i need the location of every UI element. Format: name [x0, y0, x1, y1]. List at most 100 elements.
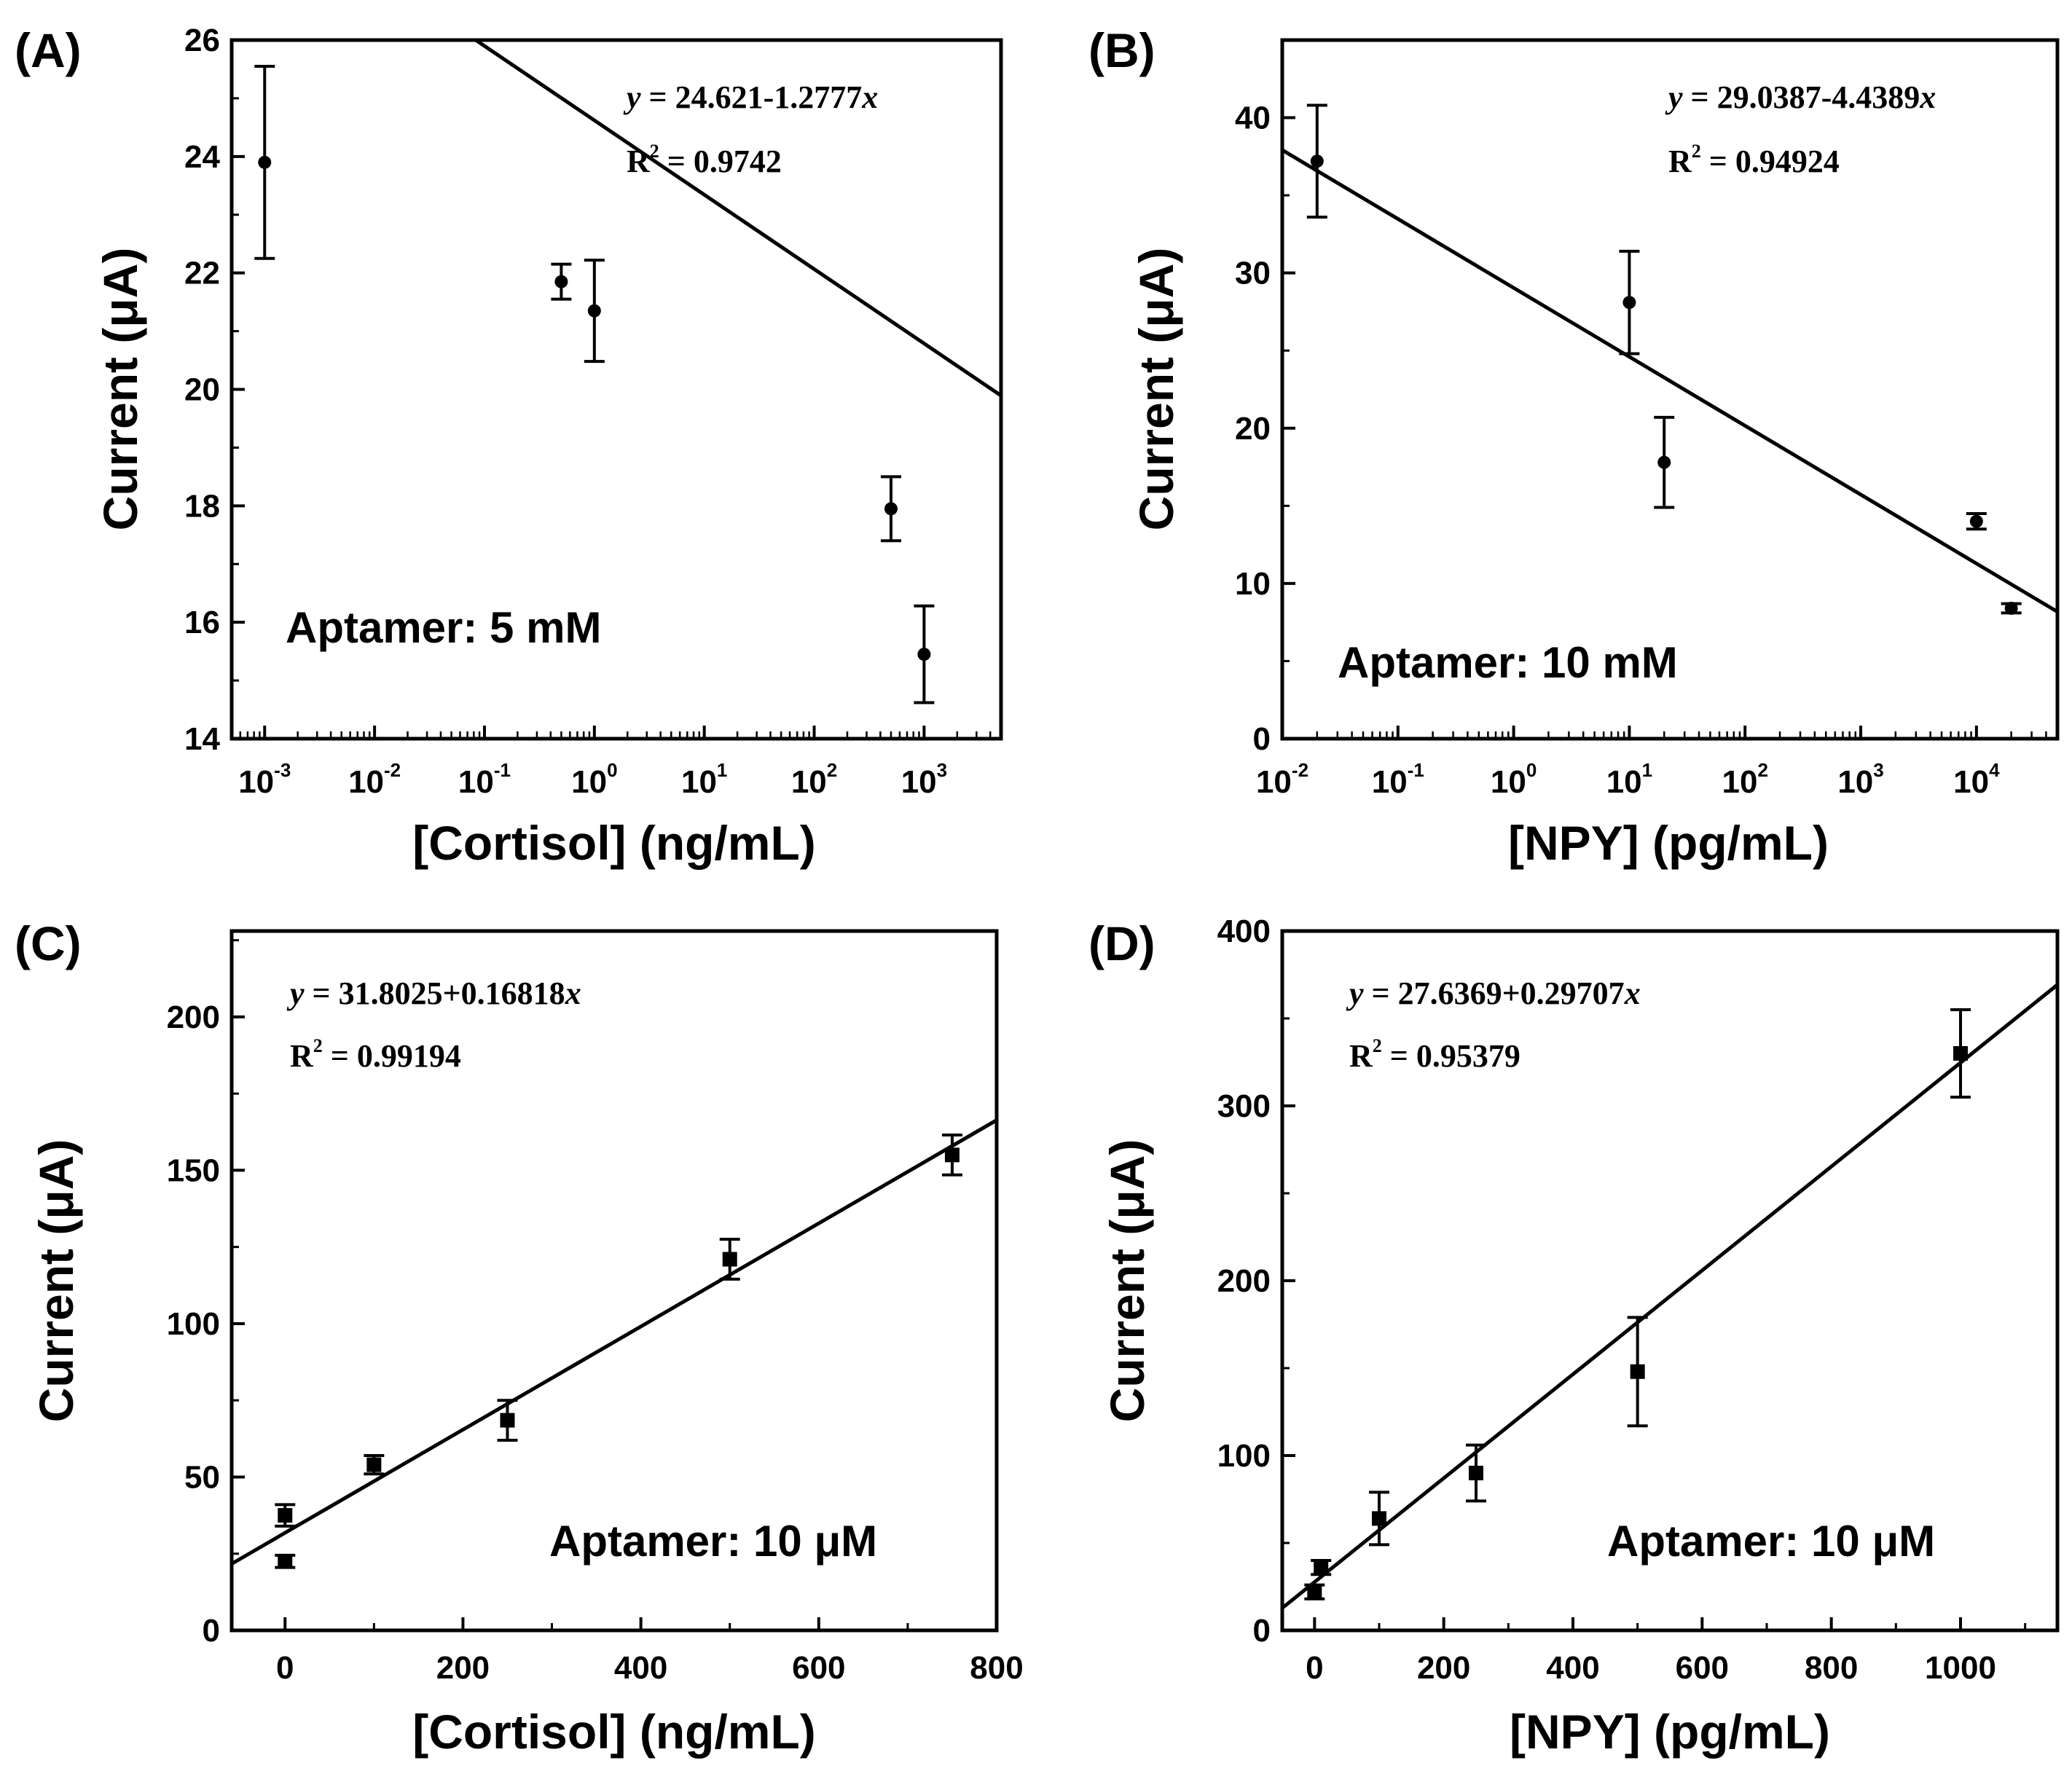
marker [587, 304, 601, 318]
fit-line [1282, 983, 2057, 1610]
y-axis-title: Current (μA) [1100, 1139, 1154, 1423]
r-squared: R2 = 0.95379 [1349, 1035, 1520, 1074]
y-tick-label: 200 [1217, 1263, 1271, 1299]
x-tick-label: 10-2 [348, 759, 401, 800]
marker [1372, 1511, 1386, 1526]
data-point [1619, 249, 1640, 356]
data-point [364, 1454, 385, 1476]
fit-equation: y = 24.621-1.2777x [623, 79, 878, 115]
data-point [2001, 601, 2022, 615]
fit-equation: y = 29.0387-4.4389x [1665, 79, 1936, 115]
y-tick-label: 0 [1253, 1613, 1271, 1649]
panel-label: (D) [1088, 916, 1155, 970]
marker [884, 502, 898, 516]
y-tick-label: 40 [1235, 101, 1271, 136]
x-axis-title: [Cortisol] (ng/mL) [412, 1705, 816, 1759]
x-tick-label: 10-2 [1256, 759, 1308, 800]
y-axis-title: Current (μA) [1129, 248, 1183, 531]
x-tick-label: 100 [571, 759, 617, 800]
panel-d: (D) 0 100 200 300 400 0 200 400 600 800 1000 y = 27.… [1088, 914, 2060, 1759]
y-tick-label: 100 [167, 1306, 220, 1342]
marker [278, 1508, 293, 1523]
x-tick-label: 101 [1606, 759, 1652, 800]
y-tick-label: 20 [184, 372, 220, 408]
y-tick-label: 22 [184, 256, 220, 291]
marker [1307, 1584, 1322, 1600]
y-tick-label: 10 [1235, 566, 1271, 602]
data-point [1306, 103, 1327, 219]
r-squared: R2 = 0.9742 [627, 141, 782, 179]
panel-label: (B) [1088, 23, 1155, 77]
data-point [1304, 1583, 1325, 1601]
marker [1314, 1560, 1329, 1575]
aptamer-annotation: Aptamer: 10 mM [1338, 638, 1678, 687]
marker [722, 1252, 737, 1267]
y-tick-label: 200 [167, 1000, 220, 1035]
marker [1469, 1466, 1483, 1480]
marker [1969, 514, 1983, 528]
x-tick-label: 200 [1417, 1650, 1470, 1686]
marker [554, 275, 568, 288]
y-tick-label: 150 [167, 1152, 220, 1188]
panel-c: (C) 0 50 100 150 200 0 200 400 600 800 y = 31.8025+… [15, 916, 1024, 1759]
plot-frame [1280, 38, 2060, 741]
data-point [1466, 1443, 1486, 1503]
x-tick-label: 102 [791, 759, 837, 800]
x-tick-label: 800 [1805, 1650, 1858, 1686]
marker [1657, 455, 1671, 469]
x-tick-label: 100 [1491, 759, 1537, 800]
plot-frame [229, 929, 999, 1633]
marker [1953, 1046, 1968, 1061]
fit-line [472, 40, 1001, 398]
x-tick-label: 0 [276, 1650, 294, 1686]
data-point [1966, 511, 1987, 531]
x-tick-label: 103 [901, 759, 947, 800]
data-point [914, 604, 935, 704]
data-point [584, 259, 605, 364]
y-tick-label: 14 [184, 721, 220, 757]
x-tick-label: 800 [970, 1650, 1023, 1686]
y-tick-label: 30 [1235, 256, 1271, 291]
data-point [497, 1399, 518, 1442]
data-point [941, 1134, 962, 1177]
data-point [254, 64, 275, 260]
aptamer-annotation: Aptamer: 5 mM [286, 603, 601, 652]
data-point [551, 262, 572, 301]
x-tick-label: 400 [1546, 1650, 1599, 1686]
y-tick-label: 0 [1253, 721, 1271, 757]
x-tick-label: 103 [1837, 759, 1883, 800]
x-axis-title: [NPY] (pg/mL) [1510, 1705, 1830, 1759]
y-tick-label: 50 [184, 1459, 220, 1495]
x-axis-title: [Cortisol] (ng/mL) [412, 816, 816, 870]
marker [366, 1457, 382, 1472]
x-tick-label: 1000 [1925, 1650, 1996, 1686]
y-axis-title: Current (μA) [93, 248, 147, 531]
fit-equation: y = 31.8025+0.16818x [286, 975, 581, 1011]
fit-line [1282, 148, 2057, 613]
fit-equation: y = 27.6369+0.29707x [1346, 975, 1641, 1011]
fit-line [232, 1118, 997, 1566]
panel-label: (A) [15, 23, 82, 77]
data-point [1654, 415, 1675, 509]
marker [917, 648, 931, 661]
x-tick-label: 600 [1676, 1650, 1729, 1686]
y-tick-label: 400 [1217, 914, 1271, 949]
x-tick-label: 200 [436, 1650, 490, 1686]
r-squared: R2 = 0.94924 [1668, 141, 1840, 179]
x-tick-label: 0 [1306, 1650, 1323, 1686]
x-tick-label: 102 [1722, 759, 1768, 800]
panel-b: (B) 0 10 20 30 40 10-2 10-1 100 101 102 103 104 y = 2… [1088, 23, 2060, 870]
x-tick-label: 104 [1953, 759, 2000, 800]
y-tick-label: 100 [1217, 1438, 1271, 1474]
y-tick-label: 18 [184, 488, 220, 524]
marker [1310, 154, 1324, 168]
marker [1630, 1364, 1645, 1379]
y-axis-title: Current (μA) [29, 1139, 83, 1423]
panel-label: (C) [15, 916, 82, 970]
r-squared: R2 = 0.99194 [290, 1035, 461, 1074]
data-point [275, 1553, 296, 1569]
data-point [1311, 1559, 1332, 1576]
y-tick-label: 0 [203, 1613, 220, 1649]
marker [258, 155, 272, 169]
